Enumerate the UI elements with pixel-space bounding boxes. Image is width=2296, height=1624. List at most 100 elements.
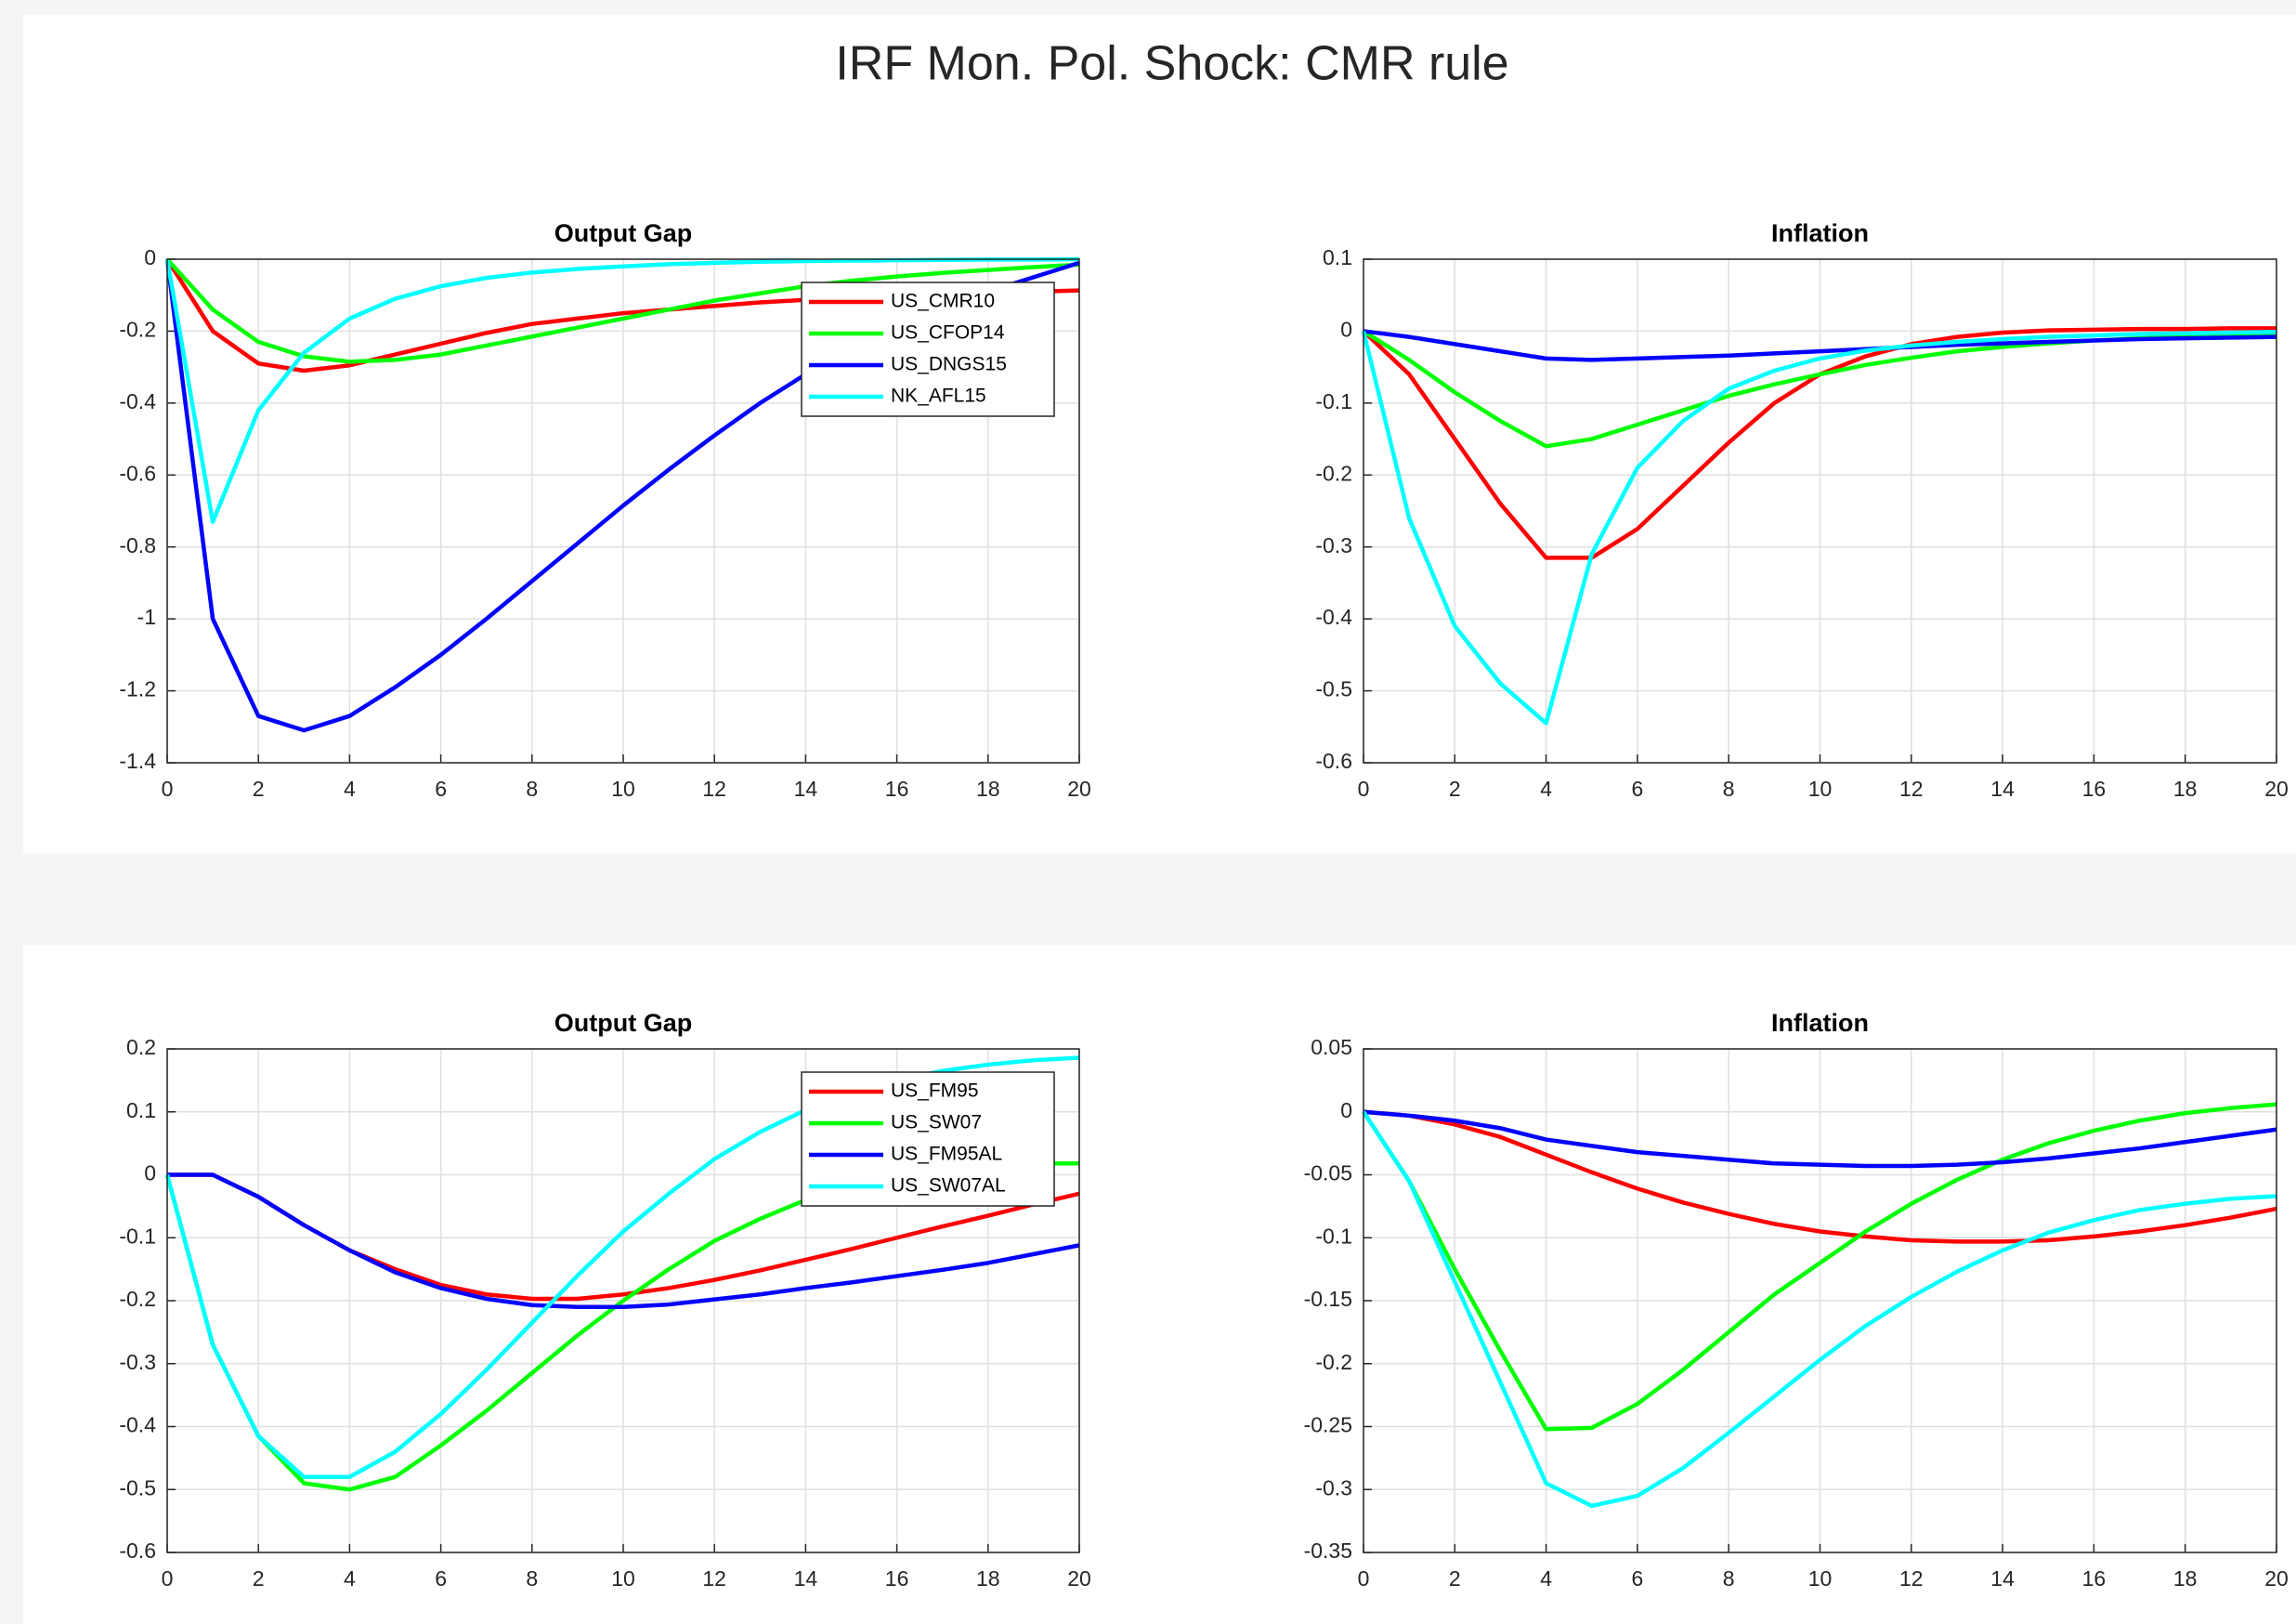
x-tick-label: 16 [2082,1566,2107,1591]
y-tick-label: -1.2 [119,677,156,701]
y-tick-label: -0.35 [1304,1539,1352,1563]
y-tick-label: -0.4 [119,389,156,413]
x-tick-label: 6 [435,1566,447,1591]
x-tick-label: 20 [1067,1566,1091,1591]
x-tick-label: 18 [976,777,1000,801]
x-tick-label: 12 [1899,777,1924,801]
y-tick-label: -0.6 [1315,749,1352,773]
y-tick-label: 0 [144,1161,156,1185]
y-tick-label: -1.4 [119,749,156,773]
y-tick-label: 0.05 [1311,1035,1352,1059]
y-tick-label: -0.2 [1315,1350,1352,1374]
axes-box [166,1048,1080,1553]
x-tick-label: 20 [2264,777,2289,801]
y-tick-label: 0.2 [126,1035,156,1059]
series-line [164,256,1080,524]
series-line [167,1172,1080,1310]
series-line [1363,1109,2277,1244]
y-tick-label: -0.5 [1315,677,1352,701]
legend-label: US_FM95 [891,1080,979,1102]
x-tick-label: 6 [435,777,447,801]
series-line [1362,1102,2277,1432]
y-tick-label: -0.1 [1315,1224,1352,1248]
series-line [1363,1109,2277,1169]
x-tick-label: 14 [1990,777,2015,801]
axes-box [1363,258,2277,764]
x-tick-label: 18 [2173,777,2198,801]
y-tick-label: -0.3 [119,1350,156,1374]
x-tick-label: 10 [611,1566,635,1591]
x-tick-label: 8 [1723,1566,1735,1591]
series-line [1362,1110,2277,1509]
series-line [1361,329,2277,726]
y-tick-label: 0 [144,245,156,269]
legend-label: US_CFOP14 [891,322,1005,344]
x-tick-label: 16 [885,1566,909,1591]
y-tick-label: -0.15 [1304,1287,1352,1311]
y-tick-label: -0.3 [1315,1475,1352,1500]
x-tick-label: 10 [1808,1566,1833,1591]
x-tick-label: 20 [1067,777,1091,801]
axes-box [166,258,1080,764]
x-tick-label: 4 [344,777,356,801]
y-tick-label: -0.2 [1315,461,1352,485]
y-tick-label: -0.6 [119,461,156,485]
legend-box [801,1071,1055,1207]
y-tick-label: -0.4 [119,1413,156,1437]
x-tick-label: 10 [611,777,635,801]
x-tick-label: 4 [1540,1566,1552,1591]
x-tick-label: 8 [526,1566,538,1591]
y-tick-label: 0 [1340,1098,1352,1122]
figure-title: IRF Mon. Pol. Shock: CMR rule [835,37,1508,91]
y-tick-label: -0.2 [119,1287,156,1311]
legend-label: US_FM95AL [891,1144,1002,1165]
subplot-title: Inflation [1771,219,1869,247]
subplot-title: Output Gap [554,1009,692,1037]
y-tick-label: 0.1 [126,1098,156,1122]
x-tick-label: 16 [885,777,909,801]
x-tick-label: 2 [1449,777,1461,801]
x-tick-label: 14 [794,1566,818,1591]
legend-box [801,282,1055,417]
y-tick-label: -0.6 [119,1539,156,1563]
legend-label: NK_AFL15 [891,386,986,407]
x-tick-label: 6 [1632,1566,1644,1591]
legend-label: US_DNGS15 [891,354,1007,375]
legend-label: US_SW07 [891,1112,982,1133]
x-tick-label: 6 [1632,777,1644,801]
x-tick-label: 12 [702,777,726,801]
y-tick-label: -0.8 [119,533,156,557]
x-tick-label: 16 [2082,777,2107,801]
y-tick-label: -0.25 [1304,1413,1352,1437]
legend-label: US_SW07AL [891,1175,1006,1197]
x-tick-label: 2 [253,777,265,801]
series-line [1363,329,2277,362]
subplot-title: Inflation [1771,1009,1869,1037]
x-tick-label: 10 [1808,777,1833,801]
subplot-title: Output Gap [554,219,692,247]
x-tick-label: 0 [162,777,174,801]
x-tick-label: 12 [1899,1566,1924,1591]
x-tick-label: 2 [253,1566,265,1591]
x-tick-label: 0 [1358,1566,1370,1591]
y-tick-label: -0.1 [1315,389,1352,413]
x-tick-label: 0 [1358,777,1370,801]
legend-label: US_CMR10 [891,291,995,312]
y-tick-label: -1 [137,605,156,629]
x-tick-label: 18 [976,1566,1000,1591]
x-tick-label: 8 [526,777,538,801]
y-tick-label: -0.2 [119,318,156,342]
y-tick-label: -0.3 [1315,533,1352,557]
x-tick-label: 20 [2264,1566,2289,1591]
y-tick-label: 0.1 [1323,245,1352,269]
axes-box [1363,1048,2277,1553]
x-tick-label: 4 [1540,777,1552,801]
x-tick-label: 12 [702,1566,726,1591]
x-tick-label: 18 [2173,1566,2198,1591]
y-tick-label: -0.4 [1315,605,1352,629]
x-tick-label: 0 [162,1566,174,1591]
x-tick-label: 14 [794,777,818,801]
y-tick-label: 0 [1340,318,1352,342]
y-tick-label: -0.1 [119,1224,156,1248]
